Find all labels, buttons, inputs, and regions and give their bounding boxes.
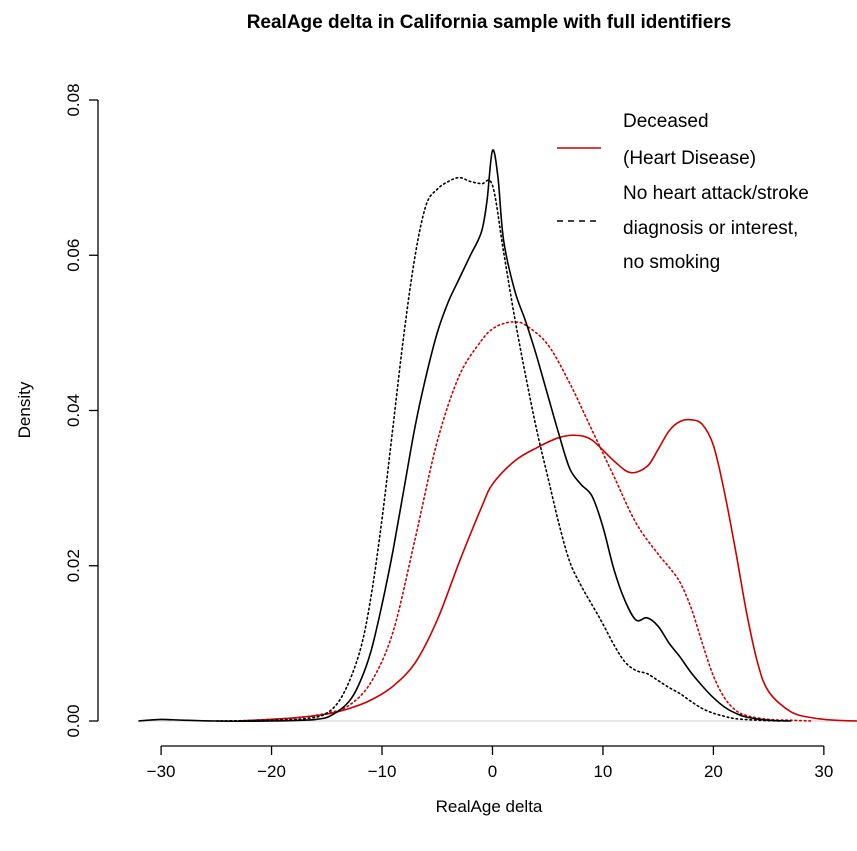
- legend-label-1-line-2: no smoking: [623, 252, 720, 273]
- y-tick-label-2: 0.04: [64, 394, 83, 427]
- series-3-black-dotted-line: [215, 176, 781, 722]
- x-tick-label-1: −20: [257, 762, 286, 781]
- x-tick-label-0: −30: [147, 762, 176, 781]
- series-1-red-dotted-line: [237, 321, 814, 722]
- legend-label-0-line-1: (Heart Disease): [623, 148, 756, 169]
- y-tick-label-3: 0.06: [64, 239, 83, 272]
- legend-label-1-line-0: No heart attack/stroke: [623, 183, 809, 204]
- axes: −30 −20 −10 0 10 20 30 0.00 0.02 0.04 0.06 0.08: [64, 83, 857, 781]
- chart-title: RealAge delta in California sample with …: [247, 12, 732, 33]
- x-tick-label-4: 10: [593, 762, 612, 781]
- legend-label-0-line-0: Deceased: [623, 111, 709, 132]
- x-tick-label-2: −10: [368, 762, 397, 781]
- y-tick-label-0: 0.00: [64, 704, 83, 737]
- x-tick-label-3: 0: [488, 762, 497, 781]
- legend: Deceased (Heart Disease) No heart attack/s…: [557, 111, 809, 273]
- x-tick-label-6: 30: [814, 762, 833, 781]
- series-0-red-solid-line: [237, 418, 857, 722]
- x-axis-label: RealAge delta: [436, 797, 543, 816]
- y-tick-label-4: 0.08: [64, 83, 83, 116]
- series-2-black-solid-line: [138, 149, 792, 722]
- legend-label-1-line-1: diagnosis or interest,: [623, 218, 798, 239]
- density-curves: [138, 149, 857, 722]
- x-tick-label-5: 20: [704, 762, 723, 781]
- y-tick-label-1: 0.02: [64, 549, 83, 582]
- y-axis-label: Density: [15, 381, 34, 438]
